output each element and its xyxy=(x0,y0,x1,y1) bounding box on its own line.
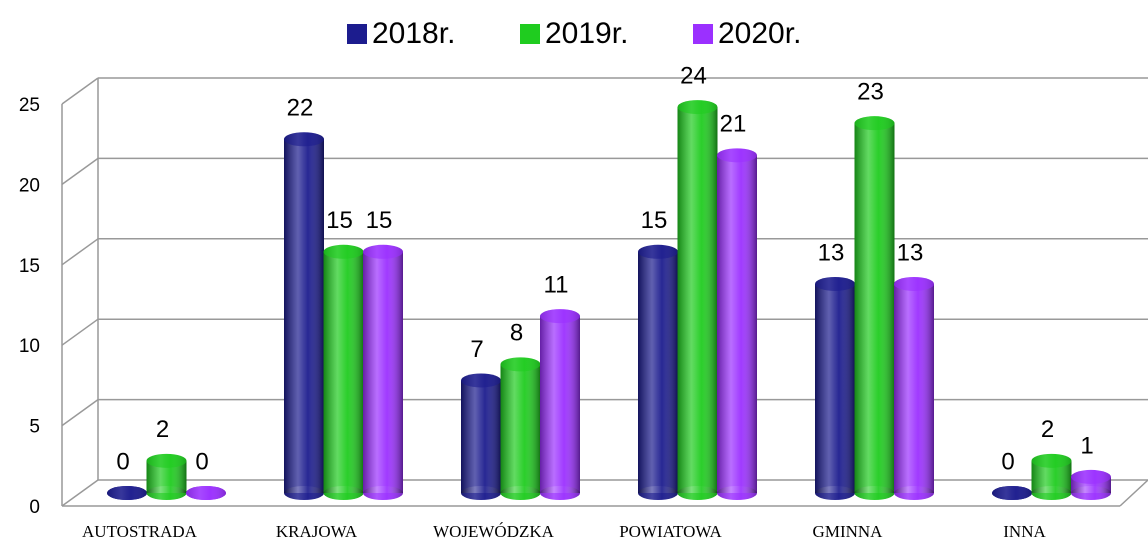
legend-swatch xyxy=(520,24,540,44)
legend-label: 2020r. xyxy=(718,17,801,50)
data-label: 11 xyxy=(544,271,569,298)
x-tick-label: POWIATOWA xyxy=(619,522,722,541)
y-tick-label: 5 xyxy=(29,417,40,438)
data-label: 8 xyxy=(510,320,523,347)
bar xyxy=(461,373,501,500)
bar xyxy=(1071,469,1111,500)
bar xyxy=(815,276,855,500)
data-label: 2 xyxy=(156,416,169,443)
bar xyxy=(500,357,541,500)
axes-frame xyxy=(61,78,1148,507)
bar xyxy=(146,453,187,500)
data-label: 2 xyxy=(1041,416,1054,443)
bar xyxy=(894,276,934,500)
grid-line xyxy=(61,238,99,266)
legend-swatch xyxy=(347,24,367,44)
data-label: 22 xyxy=(287,95,314,122)
bar xyxy=(284,132,324,500)
data-label: 21 xyxy=(720,111,747,138)
x-tick-label: GMINNA xyxy=(813,522,884,541)
bar xyxy=(323,244,364,500)
y-tick-label: 25 xyxy=(19,95,40,116)
data-label: 1 xyxy=(1080,432,1093,459)
y-tick-label: 0 xyxy=(29,497,40,518)
grid-line xyxy=(61,157,99,186)
bar xyxy=(677,100,718,500)
legend-label: 2018r. xyxy=(372,17,455,50)
x-tick-label: INNA xyxy=(1003,522,1046,541)
x-tick-label: WOJEWÓDZKA xyxy=(433,522,555,541)
bar xyxy=(363,244,403,500)
legend-label: 2019r. xyxy=(545,17,628,50)
y-tick-label: 15 xyxy=(19,256,40,277)
bar xyxy=(717,148,757,500)
grid-line xyxy=(61,398,99,427)
x-tick-label: AUTOSTRADA xyxy=(82,522,198,541)
data-label: 13 xyxy=(818,239,845,266)
data-label: 13 xyxy=(897,239,924,266)
bar xyxy=(992,486,1032,500)
data-label: 23 xyxy=(857,79,884,106)
data-label: 0 xyxy=(195,448,208,475)
bar xyxy=(107,486,147,500)
data-label: 0 xyxy=(116,448,129,475)
bar xyxy=(186,486,226,500)
legend-swatch xyxy=(693,24,713,44)
data-label: 15 xyxy=(366,207,393,234)
bar xyxy=(540,309,580,500)
y-tick-label: 20 xyxy=(19,175,40,196)
bar xyxy=(638,244,678,500)
grid-line xyxy=(61,318,99,346)
data-label: 15 xyxy=(641,207,668,234)
y-tick-label: 10 xyxy=(19,336,40,357)
x-tick-label: KRAJOWA xyxy=(276,522,358,541)
grid-line xyxy=(61,479,99,507)
data-label: 15 xyxy=(326,207,353,234)
bar xyxy=(854,116,895,500)
bar xyxy=(1031,453,1072,500)
data-label: 7 xyxy=(470,336,483,363)
data-label: 24 xyxy=(680,62,707,89)
data-label: 0 xyxy=(1001,448,1014,475)
grid-line xyxy=(61,77,99,105)
